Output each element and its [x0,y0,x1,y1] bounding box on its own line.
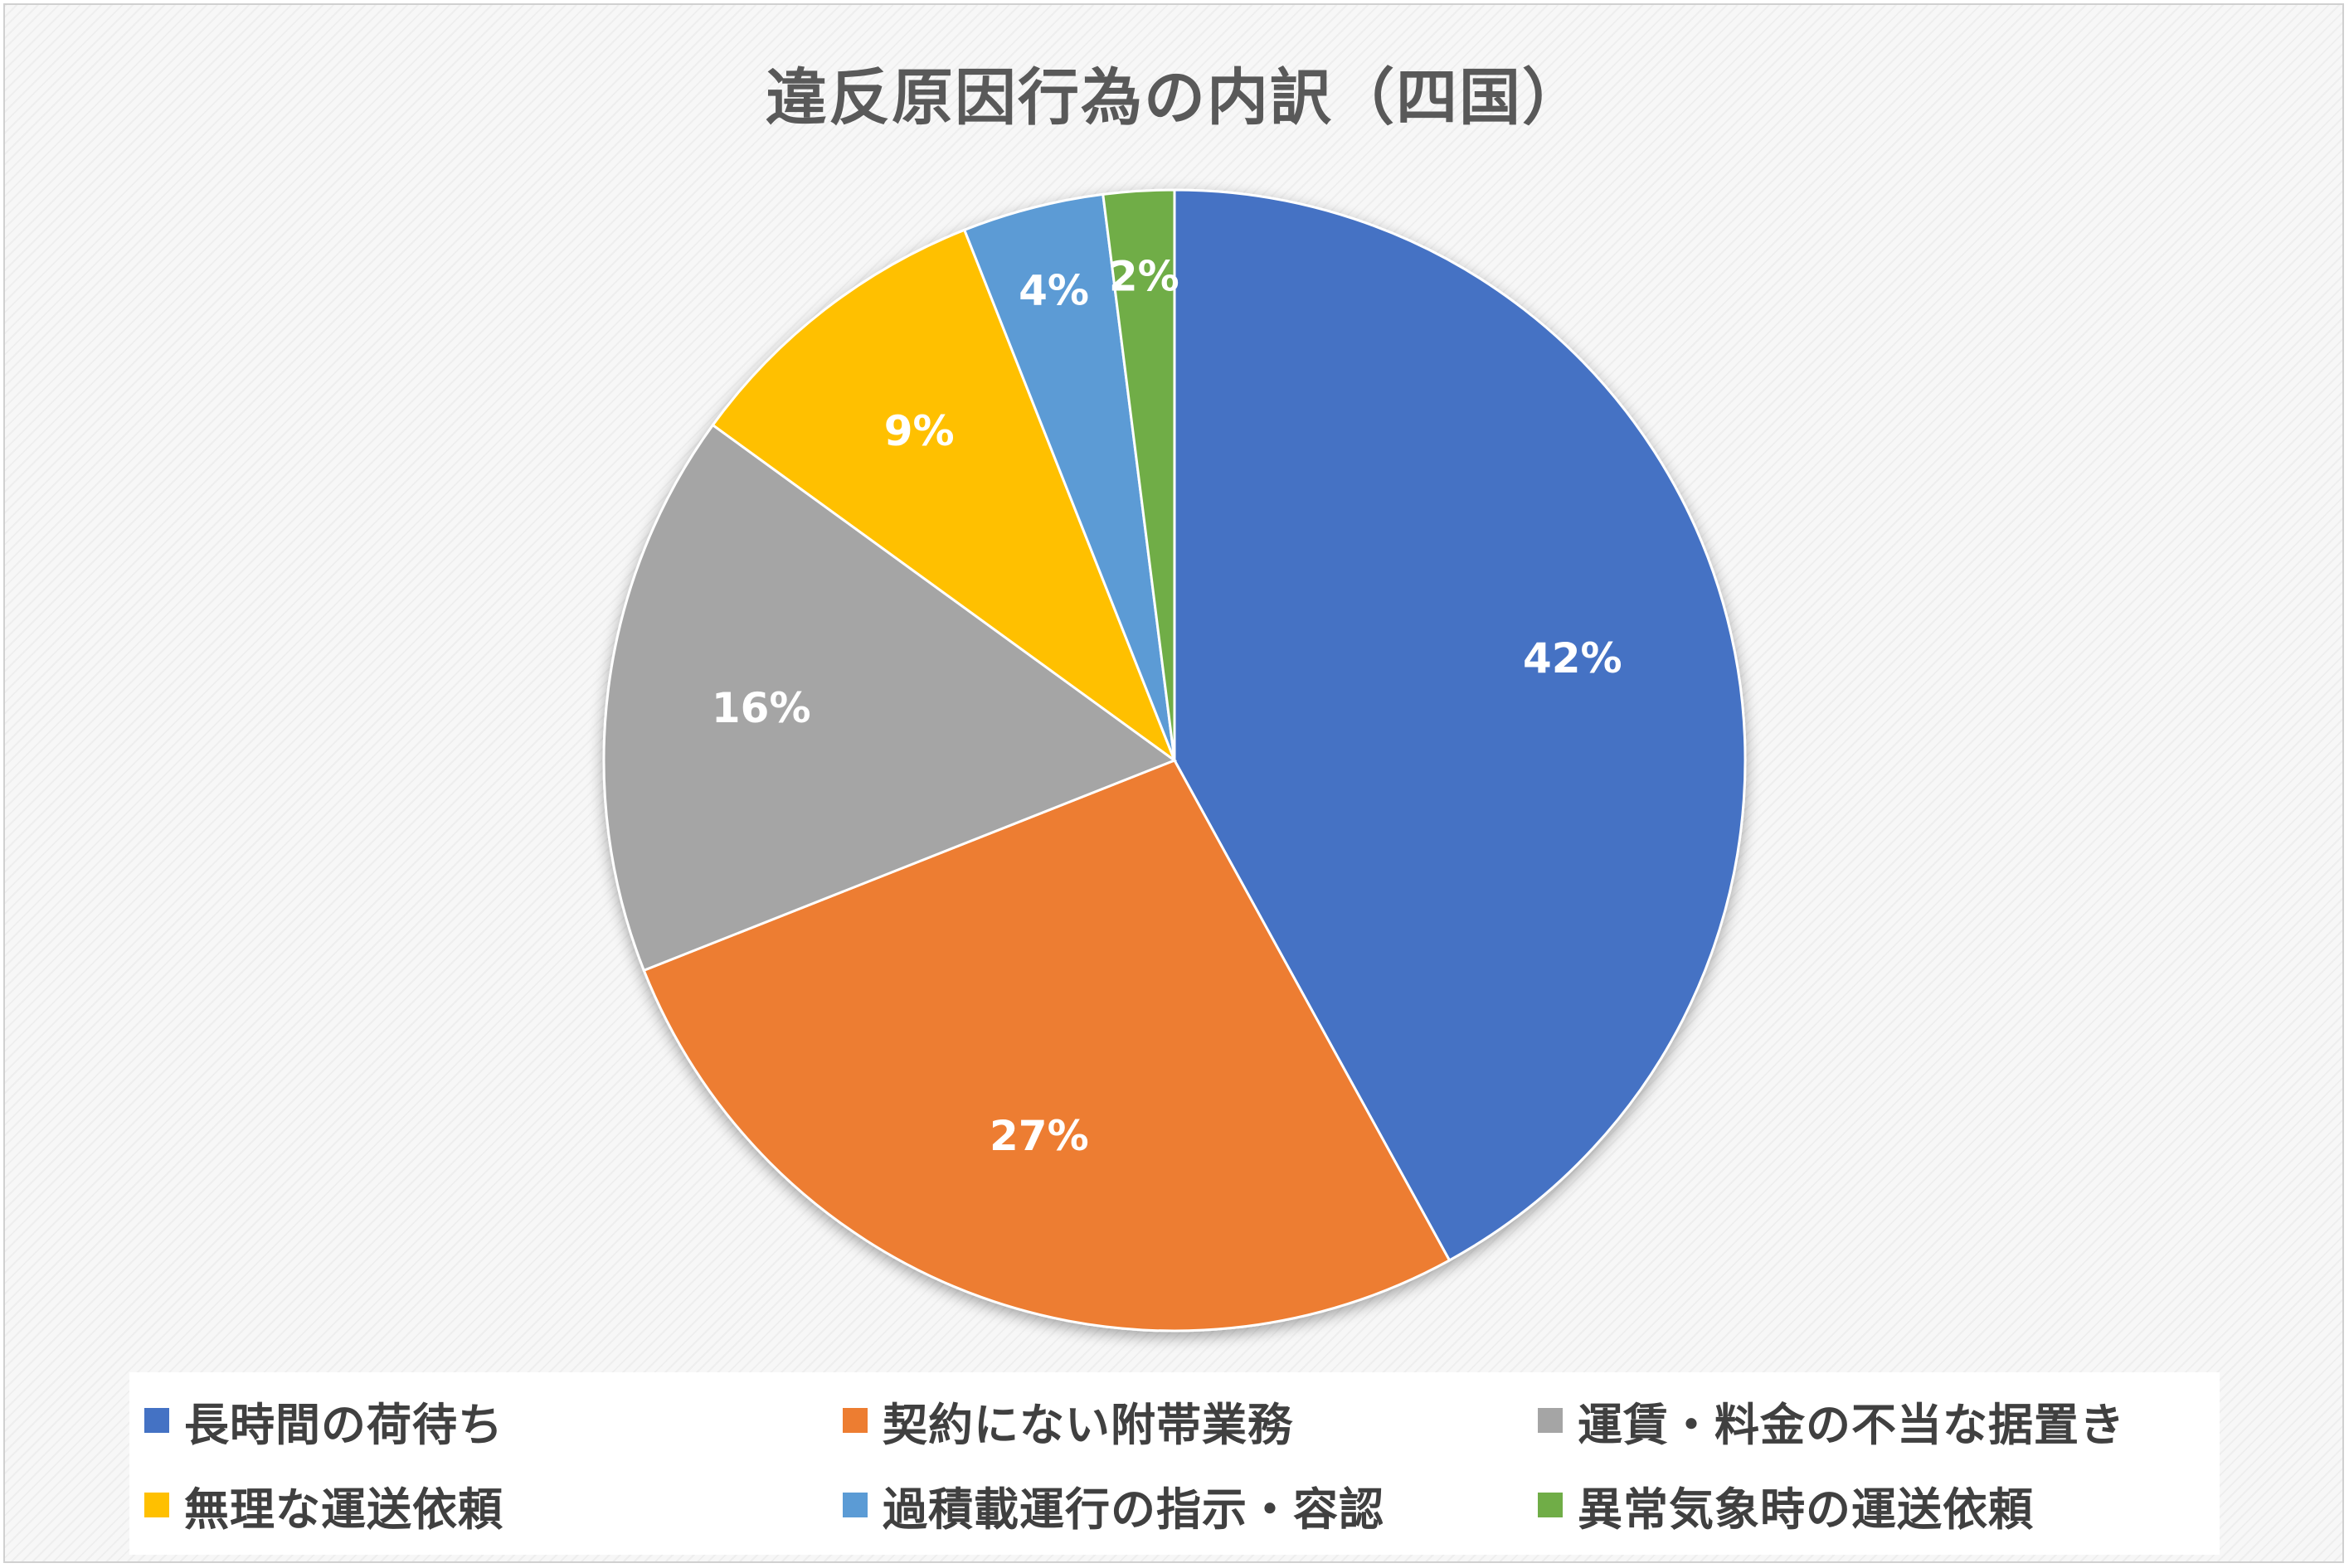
legend-item-6: 異常気象時の運送依頼 [1538,1472,2034,1538]
legend-item-3: 運賃・料金の不当な据置き [1538,1387,2125,1454]
data-label-5: 4% [1019,267,1089,315]
legend-item-2: 契約にない附帯業務 [843,1387,1293,1454]
legend-item-1: 長時間の荷待ち [144,1387,503,1454]
legend: 長時間の荷待ち 契約にない附帯業務 運賃・料金の不当な据置き 無理な運送依頼 過… [129,1372,2220,1555]
legend-label-6: 異常気象時の運送依頼 [1578,1483,2034,1536]
data-label-6: 2% [1109,252,1179,300]
pie-slice-6 [1102,188,1176,761]
legend-swatch-4 [144,1493,169,1517]
legend-label-3: 運賃・料金の不当な据置き [1578,1398,2125,1451]
pie-slice-4 [711,228,1178,765]
data-label-1: 42% [1523,634,1622,682]
legend-item-4: 無理な運送依頼 [144,1472,503,1538]
legend-swatch-2 [843,1408,868,1433]
data-label-4: 9% [884,407,955,455]
legend-label-2: 契約にない附帯業務 [883,1398,1293,1451]
pie-slice-2 [642,759,1452,1333]
data-label-2: 27% [990,1112,1089,1160]
legend-swatch-3 [1538,1408,1563,1433]
pie-slice-3 [602,423,1178,973]
legend-swatch-1 [144,1408,169,1433]
data-label-3: 16% [712,684,811,732]
legend-item-5: 過積載運行の指示・容認 [843,1472,1384,1538]
legend-swatch-6 [1538,1493,1563,1517]
pie-slice-1 [1173,188,1747,1262]
legend-label-4: 無理な運送依頼 [184,1483,503,1536]
pie-slices [602,188,1747,1333]
legend-swatch-5 [843,1493,868,1517]
chart-title: 違反原因行為の内訳（四国） [766,62,1585,133]
legend-label-5: 過積載運行の指示・容認 [883,1483,1384,1536]
legend-label-1: 長時間の荷待ち [184,1398,503,1451]
pie-data-labels: 42% 27% 16% 9% 4% 2% [712,252,1622,1160]
